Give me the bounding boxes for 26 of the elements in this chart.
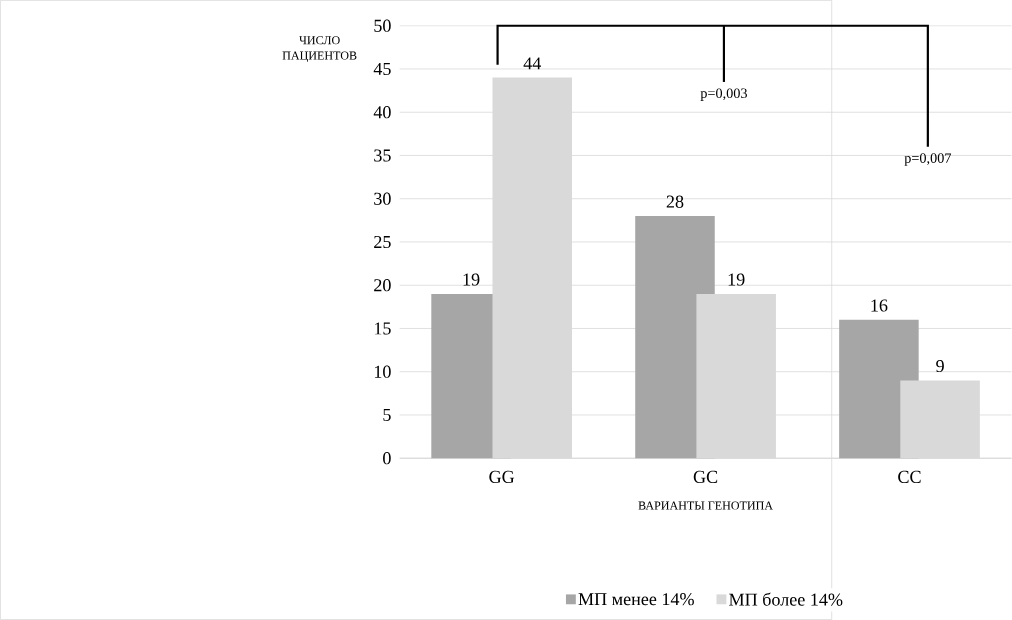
data-label: 16	[871, 299, 888, 312]
legend-label: МП менее 14%	[578, 593, 694, 606]
data-label: 19	[728, 273, 745, 286]
x-tick-label: CC	[898, 470, 921, 484]
data-label: 19	[463, 273, 480, 286]
y-tick-label: 25	[374, 235, 391, 249]
y-tick-label: 15	[374, 322, 391, 335]
y-tick-label: 35	[374, 149, 391, 162]
data-label: 28	[666, 195, 684, 208]
y-tick-label: 10	[374, 365, 391, 378]
y-tick-label: 0	[383, 452, 391, 465]
x-tick-label: GG	[489, 470, 515, 484]
legend-label: МП более 14%	[729, 592, 843, 606]
x-tick-label: GC	[693, 470, 718, 484]
y-tick-label: 20	[374, 279, 391, 292]
data-label: 44	[523, 57, 542, 70]
y-axis-title: ЧИСЛО ПАЦИЕНТОВ	[282, 36, 357, 63]
y-tick-label: 50	[374, 19, 391, 32]
annotation: p=0,007	[904, 153, 952, 166]
y-tick-label: 5	[383, 408, 391, 421]
y-tick-label: 30	[374, 192, 391, 205]
y-tick-label: 40	[373, 106, 391, 119]
y-tick-label: 45	[373, 62, 391, 76]
data-label: 9	[936, 359, 944, 373]
annotation: p=0,003	[700, 88, 747, 101]
x-axis-title: ВАРИАНТЫ ГЕНОТИПА	[638, 501, 773, 510]
